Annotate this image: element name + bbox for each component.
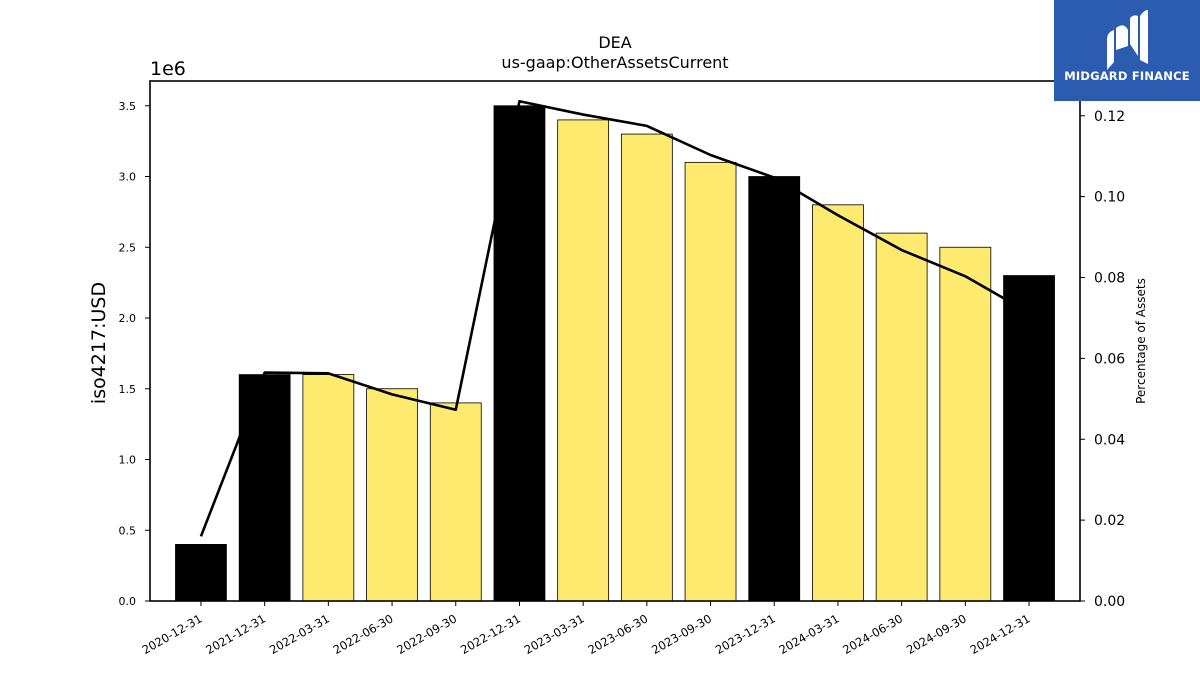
chart-title: DEA	[598, 33, 631, 52]
x-tick-label: 2021-12-31	[203, 611, 268, 657]
bar-2021-12-31	[238, 374, 291, 602]
plot-frame	[149, 80, 1081, 602]
x-tick-label: 2022-12-31	[458, 611, 523, 657]
bar-2024-06-30	[875, 232, 928, 602]
bar-2023-03-31	[557, 119, 610, 602]
bar-2022-12-31	[493, 105, 546, 602]
y2-tick-label: 0.06	[1094, 351, 1125, 367]
bar-2022-09-30	[429, 402, 482, 602]
y-tick-label: 1.0	[119, 454, 137, 467]
percentage-line-series	[199, 99, 1030, 537]
x-tick-label: 2023-12-31	[713, 611, 778, 657]
x-tick-label: 2020-12-31	[140, 611, 205, 657]
x-tick-label: 2024-03-31	[777, 611, 842, 657]
y2-tick-label: 0.02	[1094, 513, 1125, 529]
x-tick-label: 2024-12-31	[968, 611, 1033, 657]
bar-2023-12-31	[748, 176, 801, 602]
x-tick-label: 2023-09-30	[649, 611, 714, 657]
y-tick-label: 3.5	[119, 100, 137, 113]
x-tick-label: 2024-06-30	[840, 611, 905, 657]
bar-2024-12-31	[1003, 275, 1055, 602]
bar-2024-03-31	[812, 204, 864, 602]
y2-tick-label: 0.08	[1094, 271, 1125, 287]
y-scale-label: 1e6	[150, 58, 186, 80]
bar-2022-06-30	[366, 388, 418, 602]
logo-mark-icon	[1107, 10, 1148, 70]
logo-text: MIDGARD FINANCE	[1064, 69, 1190, 83]
chart-subtitle: us-gaap:OtherAssetsCurrent	[501, 53, 728, 72]
y-tick-label: 0.5	[119, 524, 137, 537]
y-tick-label: 0.0	[119, 595, 137, 608]
y-tick-label: 3.0	[119, 171, 137, 184]
bar-2020-12-31	[175, 544, 227, 602]
x-tick-label: 2023-06-30	[585, 611, 650, 657]
bar-2023-06-30	[620, 133, 673, 602]
y2-tick-label: 0.00	[1094, 594, 1125, 610]
bar-2023-09-30	[684, 161, 737, 602]
percentage-line	[199, 99, 1030, 537]
y-tick-label: 2.5	[119, 241, 137, 254]
y-axis-label: iso4217:USD	[88, 282, 110, 404]
y-tick-label: 1.5	[119, 383, 137, 396]
x-tick-label: 2023-03-31	[522, 611, 587, 657]
bar-series	[175, 105, 1055, 602]
x-tick-label: 2022-06-30	[331, 611, 396, 657]
y2-tick-label: 0.04	[1094, 432, 1125, 448]
bar-2024-09-30	[939, 246, 992, 602]
x-tick-label: 2022-03-31	[267, 611, 332, 657]
bar-2022-03-31	[302, 374, 355, 602]
y-tick-label: 2.0	[119, 312, 137, 325]
y2-tick-label: 0.12	[1094, 109, 1125, 125]
x-tick-label: 2022-09-30	[394, 611, 459, 657]
y2-axis-label: Percentage of Assets	[1134, 278, 1148, 404]
x-tick-label: 2024-09-30	[904, 611, 969, 657]
midgard-finance-logo: MIDGARD FINANCE	[1054, 0, 1200, 101]
y2-tick-label: 0.10	[1094, 190, 1125, 206]
